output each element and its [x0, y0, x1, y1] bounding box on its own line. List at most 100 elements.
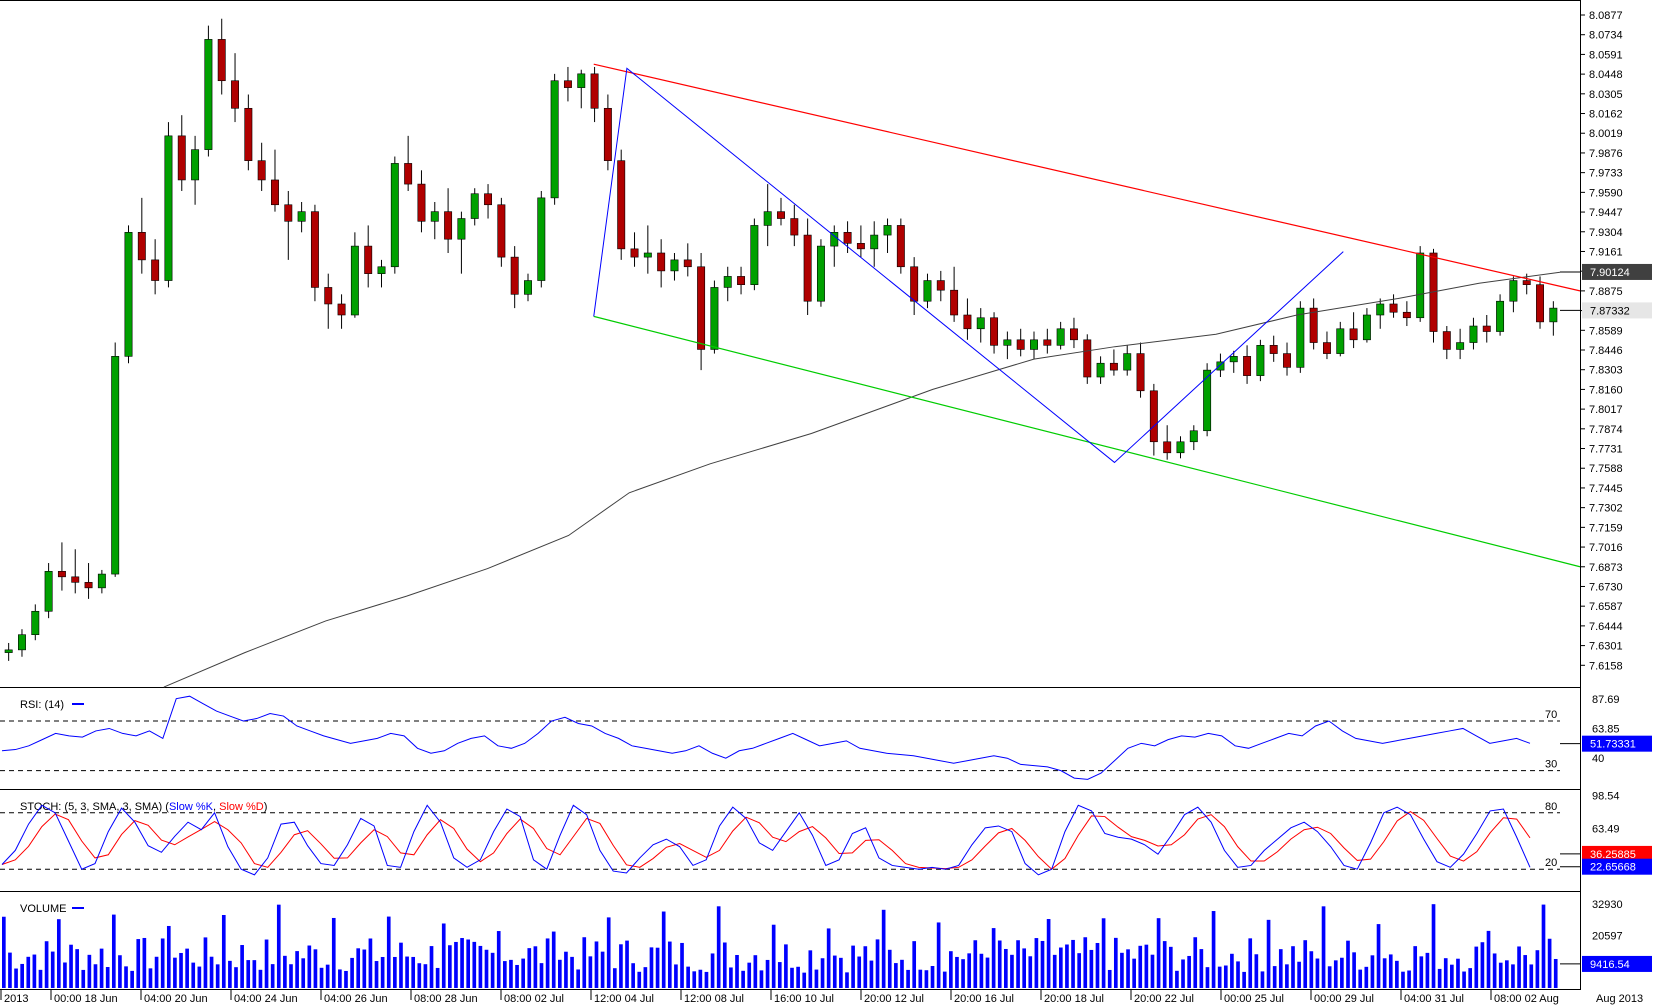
- volume-bar: [1297, 961, 1301, 988]
- volume-bar: [1529, 964, 1534, 988]
- candle: [737, 266, 746, 295]
- volume-bar: [820, 958, 825, 988]
- candle-body: [936, 280, 945, 291]
- volume-value-label: 9416.54: [1590, 959, 1630, 971]
- candle-body: [1163, 441, 1172, 454]
- volume-bar: [368, 938, 373, 988]
- candle: [524, 273, 532, 302]
- candle: [1056, 321, 1065, 350]
- candle-body: [337, 303, 346, 316]
- volume-bar: [1095, 942, 1100, 988]
- volume-bar: [1480, 942, 1485, 988]
- volume-bar: [1181, 959, 1185, 988]
- current-price-label: 7.90124: [1590, 267, 1630, 279]
- stoch-tick-label: 98.54: [1592, 790, 1620, 802]
- volume-bar: [1010, 954, 1014, 988]
- candle-body: [1416, 252, 1425, 319]
- volume-bar: [710, 953, 715, 988]
- volume-bar: [716, 906, 721, 988]
- candle-body: [710, 287, 719, 350]
- candle-body: [1069, 328, 1078, 341]
- volume-bar: [576, 969, 580, 988]
- candle-body: [843, 232, 852, 244]
- candle-body: [856, 243, 865, 250]
- candle-body: [444, 211, 453, 240]
- candle-body: [763, 211, 772, 226]
- candle-body: [44, 571, 53, 612]
- candle-body: [950, 289, 959, 316]
- volume-bar: [619, 944, 623, 988]
- volume-bar: [215, 964, 220, 988]
- volume-bar: [722, 942, 727, 988]
- candle-body: [1549, 307, 1558, 323]
- stoch-d-value-label: 36.25885: [1590, 849, 1636, 861]
- volume-bar: [1413, 946, 1418, 988]
- volume-bar: [509, 959, 513, 988]
- candle: [204, 25, 213, 157]
- time-tick-label: 20:00 22 Jul: [1134, 993, 1194, 1005]
- candle-body: [350, 245, 359, 316]
- volume-bar: [1113, 937, 1118, 988]
- candle-body: [563, 80, 572, 88]
- candle: [1030, 331, 1038, 360]
- volume-bar: [1443, 958, 1448, 988]
- candle: [1283, 342, 1291, 376]
- candle: [164, 122, 173, 288]
- time-tick-label: 00:00 18 Jun: [54, 993, 118, 1005]
- candle-body: [1123, 353, 1132, 371]
- candle: [191, 135, 200, 205]
- candle-body: [1189, 430, 1198, 443]
- volume-bar: [692, 971, 697, 988]
- volume-bar: [1346, 940, 1350, 988]
- candle: [763, 184, 772, 247]
- time-tick-label: 00:00 29 Jul: [1314, 993, 1374, 1005]
- candle-body: [1043, 339, 1052, 346]
- candle-body: [84, 582, 93, 589]
- price-tick-label: 7.6730: [1589, 581, 1623, 593]
- candle: [124, 225, 133, 364]
- candle-body: [577, 73, 586, 88]
- stoch-level-label: 80: [1545, 801, 1557, 813]
- price-tick-label: 7.7874: [1589, 424, 1623, 436]
- volume-bar: [8, 952, 12, 988]
- candle: [963, 298, 972, 340]
- candle: [244, 94, 253, 171]
- volume-bar: [1101, 918, 1106, 988]
- candle-body: [910, 266, 919, 302]
- volume-bar: [1138, 945, 1143, 988]
- volume-title: VOLUME: [20, 903, 66, 915]
- candle-body: [923, 280, 932, 302]
- price-tick-label: 7.7302: [1589, 503, 1623, 515]
- volume-bar: [1223, 965, 1228, 988]
- candle: [284, 190, 293, 260]
- volume-bar: [417, 963, 422, 988]
- candle: [177, 115, 186, 191]
- rsi-level-label: 30: [1545, 759, 1557, 771]
- price-tick-label: 7.7159: [1589, 522, 1623, 534]
- candle-body: [417, 183, 426, 222]
- price-tick-label: 7.7445: [1589, 483, 1623, 495]
- rsi-line: [1, 695, 1531, 780]
- volume-bar: [197, 966, 202, 988]
- volume-bar: [612, 968, 617, 988]
- volume-bar: [588, 956, 593, 988]
- candle-body: [816, 245, 825, 302]
- volume-bar: [869, 960, 874, 988]
- volume-bar: [643, 967, 648, 988]
- candle: [923, 273, 932, 309]
- time-tick-label: 04:00 24 Jun: [234, 993, 298, 1005]
- volume-bar: [1040, 940, 1045, 988]
- volume-bar: [729, 967, 733, 988]
- volume-bar: [875, 939, 880, 988]
- volume-bar: [111, 914, 116, 988]
- candle-body: [97, 573, 106, 589]
- volume-tick-label: 20597: [1592, 930, 1623, 942]
- candle: [1256, 339, 1265, 382]
- volume-bar: [1309, 951, 1314, 988]
- price-tick-label: 7.8589: [1589, 325, 1623, 337]
- volume-bar: [1376, 924, 1381, 988]
- candle-body: [1149, 390, 1158, 443]
- stoch-legend-open: (: [165, 801, 169, 813]
- candle: [683, 243, 692, 277]
- volume-bar: [973, 940, 978, 988]
